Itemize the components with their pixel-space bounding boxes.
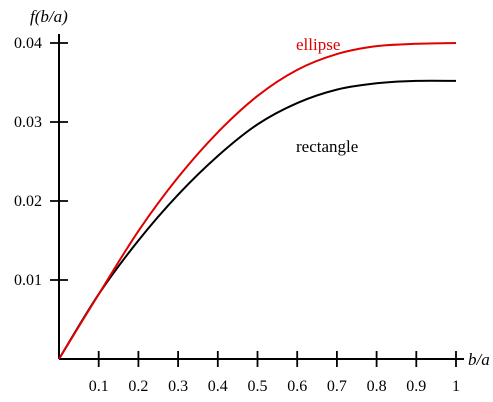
series-lines [58, 42, 457, 360]
axes [58, 34, 464, 360]
x-tick-label: 1 [452, 378, 460, 395]
x-ticks: 0.1 0.2 0.3 0.4 0.5 0.6 0.7 0.8 0.9 1 [89, 351, 460, 395]
series-line-ellipse [58, 42, 457, 360]
y-tick-label: 0.03 [14, 114, 42, 131]
series-line-rectangle [58, 79, 457, 360]
x-tick-label: 0.1 [89, 378, 109, 395]
x-tick-label: 0.6 [287, 378, 307, 395]
y-tick-label: 0.04 [14, 35, 42, 52]
x-tick-label: 0.4 [208, 378, 228, 395]
series-label-ellipse: ellipse [296, 35, 340, 54]
series-label-rectangle: rectangle [296, 137, 358, 156]
x-tick-label: 0.9 [406, 378, 426, 395]
x-tick-label: 0.7 [327, 378, 347, 395]
y-tick-label: 0.02 [14, 193, 42, 210]
x-tick-label: 0.3 [168, 378, 188, 395]
y-axis-title: f(b/a) [30, 7, 68, 26]
x-axis-title: b/a [468, 350, 490, 369]
x-tick-label: 0.8 [367, 378, 387, 395]
y-tick-label: 0.01 [14, 272, 42, 289]
x-tick-label: 0.2 [128, 378, 148, 395]
y-ticks: 0.01 0.02 0.03 0.04 [14, 35, 68, 289]
x-tick-label: 0.5 [248, 378, 268, 395]
